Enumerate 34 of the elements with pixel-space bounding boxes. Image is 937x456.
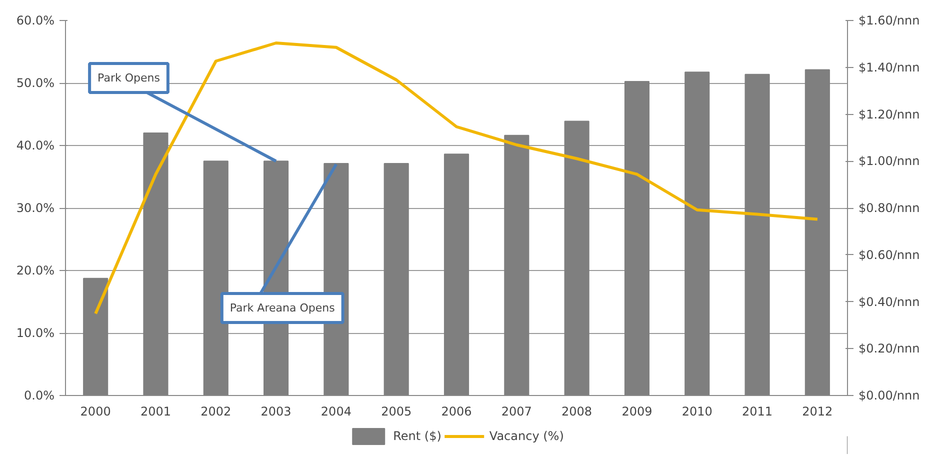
y-tick-label: 0.0% (24, 388, 55, 402)
y2-tick-label: $1.00/nnn (858, 154, 920, 168)
y2-tick-label: $0.20/nnn (858, 342, 920, 356)
y2-tick-label: $0.60/nnn (858, 248, 920, 262)
x-tick-label: 2003 (260, 404, 292, 418)
annotation: Park Opens (98, 72, 160, 84)
x-tick-label: 2007 (501, 404, 532, 418)
y-tick-label: 10.0% (16, 326, 55, 340)
y-tick-label: 50.0% (16, 76, 55, 90)
y-tick-label: 20.0% (16, 264, 55, 278)
x-tick-label: 2004 (320, 404, 352, 418)
x-tick-label: 2012 (802, 404, 833, 418)
y-tick-label: 40.0% (16, 138, 55, 152)
x-tick-label: 2008 (562, 404, 592, 418)
line-series (94, 42, 819, 316)
y-tick-label: 30.0% (16, 201, 55, 215)
y2-tick-label: $0.80/nnn (858, 201, 920, 215)
x-tick-label: 2011 (742, 404, 773, 418)
legend-label: Vacancy (%) (489, 429, 564, 443)
x-tick-label: 2009 (622, 404, 652, 418)
x-tick-label: 2002 (200, 404, 232, 418)
x-tick-label: 2010 (682, 404, 712, 418)
y-tick-label: 60.0% (16, 14, 55, 28)
x-tick-label: 2001 (140, 404, 172, 418)
y2-tick-label: $0.40/nnn (858, 294, 920, 309)
x-tick-label: 2006 (441, 404, 472, 418)
legend-label: Rent ($) (393, 429, 442, 443)
x-tick-label: 2000 (80, 404, 111, 418)
annotation: Park Areana Opens (230, 302, 336, 314)
y2-tick-label: $1.20/nnn (858, 107, 920, 122)
x-tick-label: 2005 (381, 404, 412, 418)
y2-tick-label: $1.60/nnn (858, 14, 920, 28)
y2-tick-label: $0.00/nnn (858, 388, 920, 402)
y2-tick-label: $1.40/nnn (858, 60, 920, 74)
